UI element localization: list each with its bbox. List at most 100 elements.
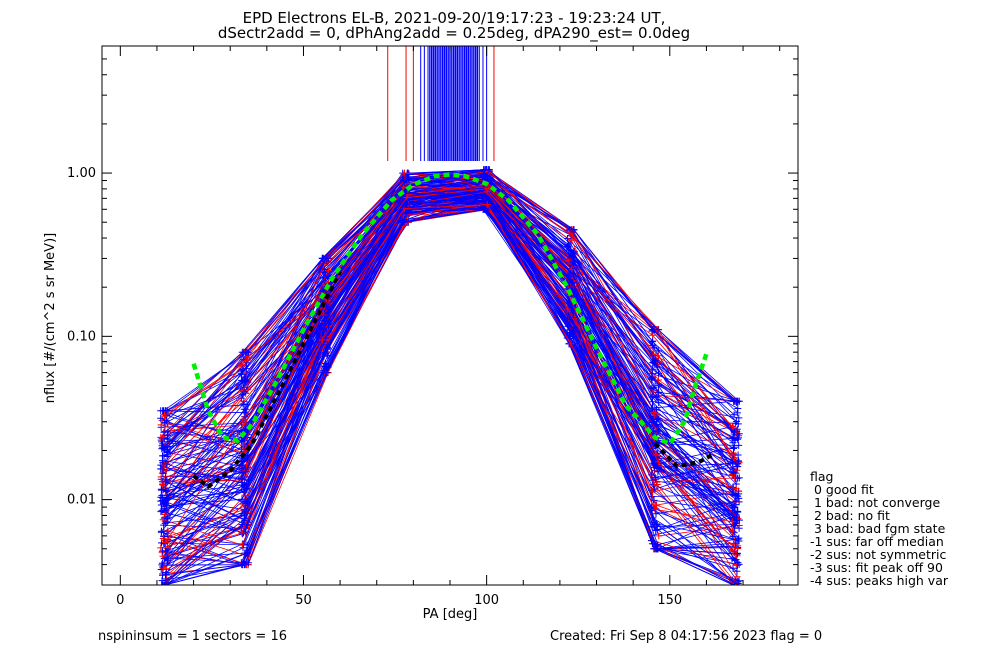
data-point-marker [732, 469, 740, 477]
data-point-marker [163, 487, 171, 495]
data-point-marker [652, 501, 660, 509]
data-point-marker [242, 468, 250, 476]
data-point-marker [161, 412, 169, 420]
y-axis-label: nflux [#/(cm^2 s sr MeV)] [43, 233, 58, 403]
x-tick-label: 0 [116, 593, 124, 608]
data-point-marker [238, 529, 246, 537]
data-point-marker [565, 300, 573, 308]
data-point-marker [238, 464, 245, 472]
data-point-marker [484, 172, 492, 180]
chart-title-line2: dSectr2add = 0, dPhAng2add = 0.25deg, dP… [218, 24, 690, 43]
data-point-marker [159, 444, 167, 452]
data-point-marker [161, 581, 169, 585]
legend-entry: 0 good fit [810, 482, 874, 497]
data-point-marker [649, 398, 656, 406]
red-spectrum-line [162, 204, 733, 557]
data-point-marker [565, 241, 572, 249]
data-point-marker [239, 400, 247, 408]
data-point-marker [734, 435, 742, 443]
data-point-marker [162, 478, 170, 486]
data-point-marker [567, 340, 575, 348]
x-tick-label: 50 [295, 593, 312, 608]
data-point-marker [158, 527, 165, 535]
data-point-marker [732, 418, 740, 425]
data-point-marker [164, 431, 172, 439]
data-point-marker [654, 376, 662, 384]
data-point-marker [238, 348, 246, 356]
x-tick-label: 100 [474, 593, 499, 608]
data-point-marker [650, 455, 658, 463]
data-point-marker [322, 349, 330, 357]
chart-title-line1: EPD Electrons EL-B, 2021-09-20/19:17:23 … [243, 9, 666, 27]
data-point-marker [567, 226, 575, 234]
blue-spectrum-line [162, 179, 737, 517]
blue-spectrum-line [164, 194, 739, 545]
data-point-marker [735, 414, 743, 422]
data-point-marker [237, 427, 245, 435]
data-point-marker [732, 485, 740, 493]
blue-spectrum-line [163, 177, 735, 433]
data-point-marker [732, 497, 740, 505]
data-point-marker [734, 405, 742, 412]
data-point-marker [485, 166, 493, 174]
data-point-marker [238, 474, 246, 482]
data-point-marker [734, 559, 742, 567]
legend-entry: -2 sus: not symmetric [810, 547, 946, 562]
data-point-marker [161, 581, 169, 585]
blue-spectrum-line [160, 192, 737, 521]
legend-entry: -3 sus: fit peak off 90 [810, 560, 943, 575]
red-spectrum-line [162, 203, 733, 546]
data-point-marker [158, 486, 165, 494]
data-point-marker [734, 508, 742, 516]
data-point-marker [162, 507, 170, 515]
data-point-marker [648, 370, 656, 378]
data-point-marker [733, 581, 741, 585]
data-point-marker [734, 397, 742, 405]
data-point-marker [159, 469, 167, 477]
data-point-marker [569, 270, 577, 278]
data-point-marker [653, 363, 661, 371]
data-point-marker [730, 411, 738, 419]
data-point-marker [239, 391, 247, 399]
footer-right: Created: Fri Sep 8 04:17:56 2023 flag = … [550, 629, 822, 644]
data-point-marker [566, 315, 574, 323]
data-point-marker [653, 520, 661, 528]
legend-entry: -4 sus: peaks high var [810, 573, 949, 588]
data-point-marker [157, 414, 165, 422]
blue-spectrum-line [165, 207, 739, 585]
data-point-marker [238, 541, 246, 549]
data-point-marker [319, 254, 327, 262]
data-point-marker [324, 267, 332, 274]
data-point-marker [731, 474, 739, 482]
red-spectrum-line [167, 184, 736, 456]
legend-entry: 2 bad: no fit [810, 508, 890, 523]
data-point-marker [653, 545, 661, 553]
data-point-marker [162, 539, 169, 547]
data-point-marker [322, 360, 330, 367]
data-point-marker [163, 559, 171, 567]
blue-spectrum-line [166, 175, 734, 492]
legend-title: flag [810, 469, 833, 484]
data-point-marker [655, 415, 663, 423]
data-point-marker [655, 532, 663, 540]
data-point-marker [729, 422, 736, 430]
data-point-marker [403, 176, 411, 184]
data-point-marker [162, 569, 170, 576]
data-point-marker [733, 550, 740, 558]
data-point-marker [564, 272, 572, 280]
data-point-marker [157, 501, 165, 509]
data-point-marker [241, 377, 249, 385]
blue-spectrum-line [165, 199, 734, 585]
red-spectrum-line [163, 186, 739, 519]
data-point-marker [483, 201, 491, 208]
data-point-marker [162, 500, 170, 508]
data-point-marker [652, 475, 660, 483]
data-point-marker [654, 352, 662, 360]
data-point-marker [564, 257, 572, 265]
data-point-marker [160, 407, 167, 415]
data-point-marker [735, 537, 743, 545]
data-point-marker [320, 324, 328, 332]
data-point-marker [655, 427, 662, 435]
data-point-marker [654, 326, 662, 334]
data-point-marker [238, 387, 246, 395]
